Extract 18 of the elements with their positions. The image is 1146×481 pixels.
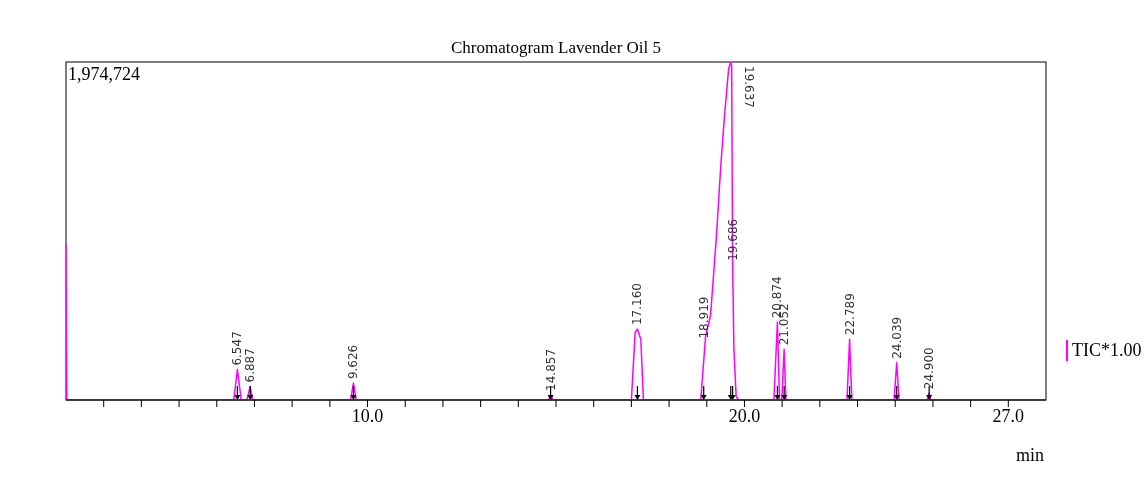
- annotation: 19.686: [725, 218, 740, 261]
- annotation: 18.919: [696, 296, 711, 339]
- annotation: 24.039: [889, 316, 904, 359]
- annotation: 22.789: [842, 293, 857, 336]
- x-tick-label: 10.0: [351, 405, 384, 426]
- annotation: 9.626: [346, 344, 361, 380]
- x-axis-title: min: [1016, 445, 1045, 466]
- x-tick-label: 20.0: [728, 405, 761, 426]
- legend-label: TIC*1.00: [1066, 340, 1142, 361]
- annotation: 6.887: [243, 348, 258, 383]
- annotation: 17.160: [630, 283, 645, 326]
- annotation: 24.900: [922, 347, 937, 390]
- annotation: 6.547: [230, 331, 245, 366]
- chart-title: Chromatogram Lavender Oil 5: [449, 38, 663, 58]
- annotation: 14.857: [543, 348, 558, 391]
- annotation: 1,974,724: [68, 64, 140, 85]
- x-tick-label: 27.0: [992, 405, 1025, 426]
- annotation: 19.637: [741, 66, 756, 108]
